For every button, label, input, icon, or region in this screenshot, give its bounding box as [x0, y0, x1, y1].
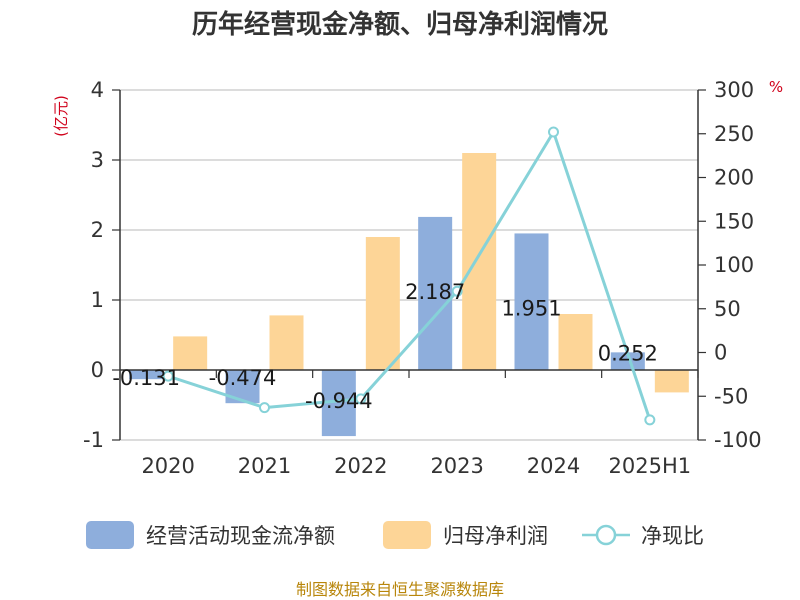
- ratio-point: [644, 414, 656, 426]
- right-axis-ticks: 300 250 200 150 100 50 0 -50 -100: [698, 78, 762, 452]
- chart-title: 历年经营现金净额、归母净利润情况: [192, 9, 608, 40]
- data-label-cash-flow: -0.944: [305, 389, 373, 413]
- right-tick-label: 150: [714, 209, 754, 233]
- bar-net-profit: [558, 314, 593, 370]
- left-tick-label: -1: [83, 428, 104, 452]
- data-label-cash-flow: 0.252: [598, 341, 658, 365]
- x-category-label: 2025H1: [609, 454, 692, 478]
- bar-net-profit: [654, 370, 689, 393]
- legend-label-cash-flow: 经营活动现金流净额: [146, 524, 335, 548]
- legend-label-net-profit: 归母净利润: [443, 524, 548, 548]
- data-label-cash-flow: 2.187: [405, 280, 465, 304]
- right-tick-label: 50: [714, 297, 741, 321]
- data-label-cash-flow: -0.474: [209, 366, 277, 390]
- data-label-cash-flow: -0.131: [112, 366, 180, 390]
- legend-label-ratio: 净现比: [641, 524, 704, 548]
- left-tick-label: 4: [91, 78, 104, 102]
- bar-net-profit: [365, 237, 400, 370]
- ratio-point: [355, 393, 367, 405]
- bar-cash-flow: [418, 216, 453, 370]
- ratio-line: [162, 126, 656, 426]
- left-axis-unit: (亿元): [52, 95, 70, 137]
- bar-cash-flow: [129, 370, 164, 380]
- x-category-label: 2022: [334, 454, 387, 478]
- ratio-point: [451, 285, 463, 297]
- x-category-label: 2024: [527, 454, 580, 478]
- x-category-label: 2021: [238, 454, 291, 478]
- gridlines: [120, 89, 698, 441]
- left-axis-ticks: 4 3 2 1 0 -1: [83, 78, 120, 452]
- axes: [119, 90, 699, 440]
- right-tick-label: 250: [714, 122, 754, 146]
- data-source-note: 制图数据来自恒生聚源数据库: [296, 580, 504, 599]
- left-tick-label: 3: [91, 148, 104, 172]
- ratio-point: [259, 402, 270, 414]
- right-tick-label: 100: [714, 253, 754, 277]
- legend-marker-ratio: [595, 524, 617, 546]
- left-tick-label: 2: [91, 218, 104, 242]
- x-category-label: 2020: [141, 454, 194, 478]
- legend-swatch-net-profit: [383, 521, 431, 549]
- bar-net-profit: [462, 153, 497, 370]
- right-tick-label: -100: [714, 428, 762, 452]
- bar-net-profit: [269, 315, 304, 370]
- left-tick-label: 0: [91, 358, 104, 382]
- right-tick-label: 200: [714, 166, 754, 190]
- right-tick-label: 0: [714, 341, 727, 365]
- right-tick-label: 300: [714, 78, 754, 102]
- left-tick-label: 1: [91, 288, 104, 312]
- data-labels: -0.131 -0.474 -0.944 2.187 1.951 0.252: [112, 280, 658, 413]
- ratio-polyline: [167, 128, 652, 421]
- bar-cash-flow: [514, 233, 549, 370]
- x-category-label: 2023: [430, 454, 483, 478]
- bar-net-profit: [173, 336, 208, 370]
- legend-swatch-cash-flow: [86, 521, 134, 549]
- ratio-point: [548, 126, 559, 138]
- ratio-point: [162, 370, 174, 382]
- x-axis-categories: 2020 2021 2022 2023 2024 2025H1: [141, 454, 691, 478]
- right-axis-unit: %: [769, 78, 783, 96]
- legend: 经营活动现金流净额 归母净利润 净现比: [86, 521, 704, 549]
- right-tick-label: -50: [714, 384, 748, 408]
- bar-cash-flow: [610, 352, 645, 370]
- bars: [129, 153, 689, 437]
- data-label-cash-flow: 1.951: [501, 296, 561, 320]
